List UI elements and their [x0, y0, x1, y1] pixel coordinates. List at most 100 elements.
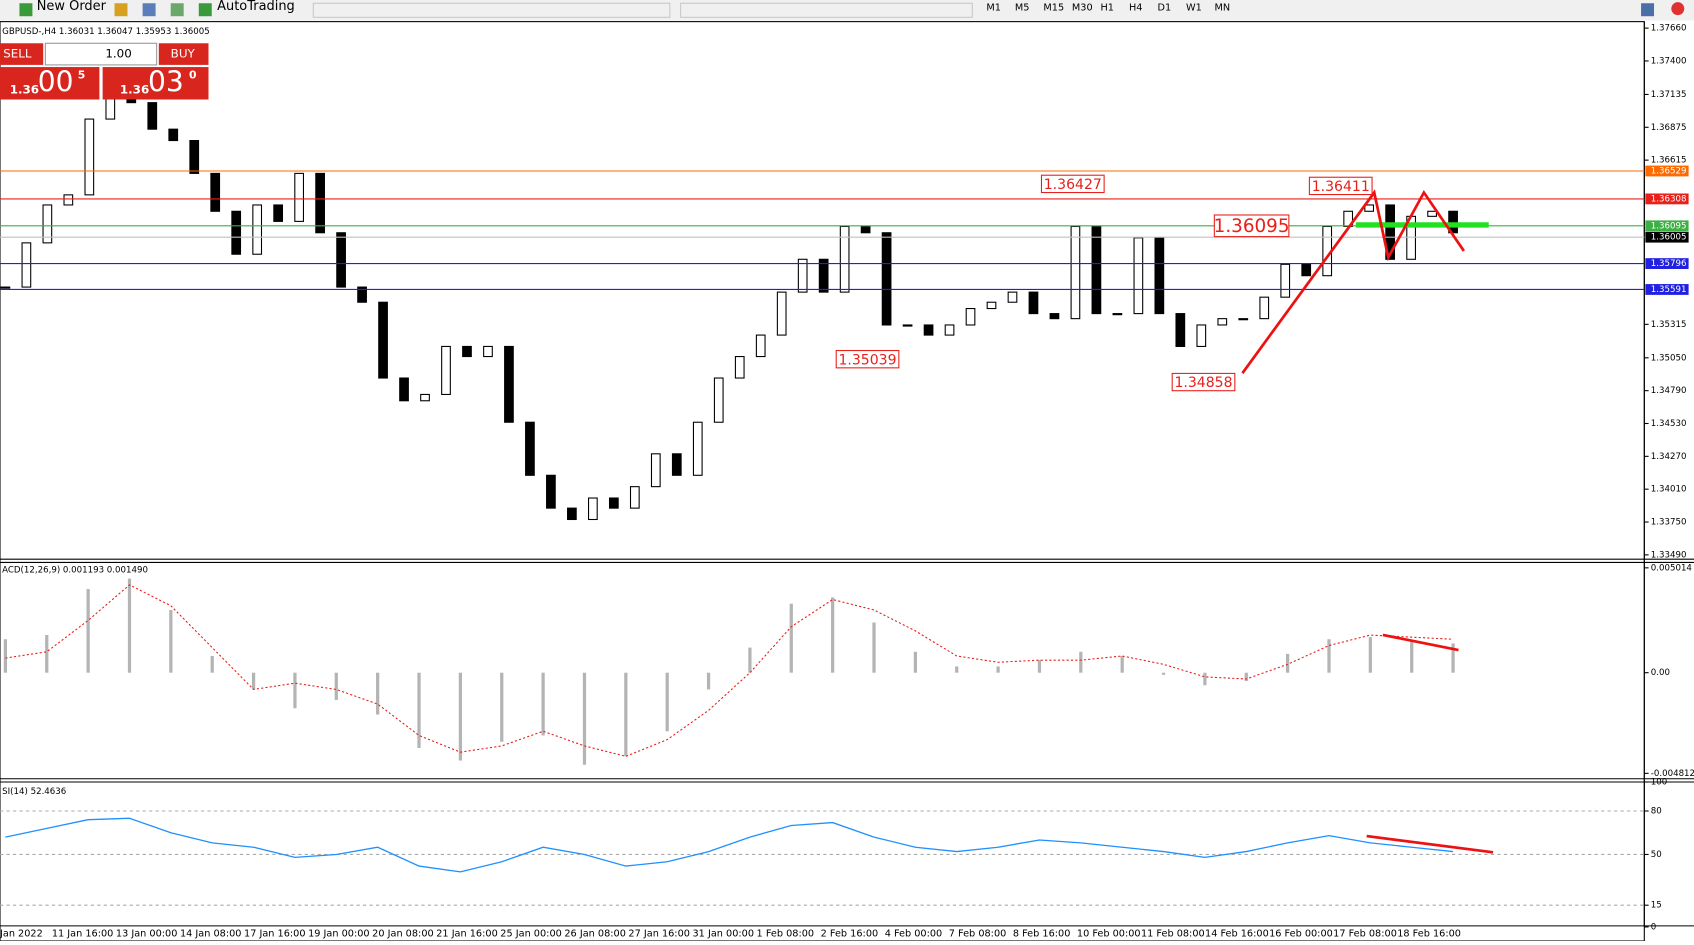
macd-bar: [582, 672, 587, 765]
buy-label[interactable]: BUY: [171, 47, 196, 61]
level-label: 1.35796: [1651, 259, 1687, 269]
macd-bar: [665, 672, 669, 732]
macd-bar: [376, 672, 380, 715]
timeframe-button[interactable]: W1: [1186, 3, 1202, 14]
time-label: 14 Jan 08:00: [180, 928, 242, 939]
y-tick-label: 1.34790: [1651, 386, 1687, 396]
candle: [986, 301, 997, 310]
candle: [294, 172, 304, 222]
price-annotation: 1.36411: [1312, 179, 1370, 195]
tool-icon[interactable]: [114, 3, 128, 17]
price-annotation-box: [835, 350, 900, 369]
candle: [336, 232, 346, 288]
macd-bar: [624, 672, 628, 757]
macd-bar: [872, 622, 876, 673]
new-order-button[interactable]: New Order: [37, 0, 107, 14]
y-tick-label: 1.37135: [1651, 90, 1687, 100]
autotrading-button[interactable]: AutoTrading: [217, 0, 295, 14]
macd-bar: [1203, 672, 1207, 686]
alert-icon[interactable]: [1671, 2, 1685, 16]
lot-field[interactable]: [44, 42, 158, 66]
candle: [1301, 263, 1312, 277]
y-tick-label: 1.34530: [1651, 419, 1687, 429]
candle: [315, 172, 325, 234]
candle: [839, 225, 850, 293]
macd-bar: [1244, 672, 1248, 682]
price-annotation-box: [1040, 174, 1105, 194]
candle: [84, 118, 95, 196]
macd-bar: [3, 639, 8, 673]
candle: [965, 308, 976, 326]
panel-title: SI(14) 52.4636: [2, 787, 66, 797]
y-tick-label: 1.34270: [1651, 452, 1687, 462]
level-label: 1.36005: [1651, 233, 1687, 243]
candle: [608, 497, 619, 509]
macd-bar: [748, 647, 752, 673]
sell-button[interactable]: [0, 43, 44, 65]
macd-bar: [1327, 639, 1331, 673]
drawings: [1241, 189, 1494, 854]
sell-label[interactable]: SELL: [3, 47, 32, 61]
time-label: 1 Feb 08:00: [757, 928, 815, 939]
candle: [860, 225, 871, 234]
time-label: 17 Jan 16:00: [244, 928, 306, 939]
candle: [378, 301, 388, 379]
candle: [1280, 263, 1291, 298]
candle: [231, 210, 242, 255]
timeframe-button[interactable]: H4: [1129, 3, 1142, 14]
y-tick-label: 1.36615: [1651, 156, 1687, 166]
timeframe-button[interactable]: H1: [1100, 3, 1113, 14]
macd-bar: [293, 672, 297, 709]
time-label: 27 Jan 16:00: [628, 928, 690, 939]
rsi-line: [5, 817, 1454, 873]
macd-arrow: [1382, 633, 1459, 652]
candle: [1154, 237, 1165, 315]
macd-panel: ACD(12,26,9) 0.001193 0.001490 0.005014 0.…: [2, 563, 1694, 779]
tool-group: [680, 2, 973, 18]
timeframe-button[interactable]: M15: [1043, 3, 1064, 14]
level-label: 1.36308: [1651, 194, 1687, 204]
rsi-panel: SI(14) 52.4636 100 80 50 15 0: [0, 778, 1667, 932]
candle: [734, 356, 745, 379]
timeframe-bar: M1 M5 M15 M30 H1 H4 D1 W1 MN: [986, 3, 1230, 14]
time-label: 21 Jan 16:00: [436, 928, 498, 939]
candle: [63, 194, 74, 206]
tool-icon[interactable]: [170, 3, 184, 17]
candle: [1217, 318, 1228, 326]
macd-bar: [1410, 641, 1414, 673]
timeframe-button[interactable]: M1: [986, 3, 1001, 14]
timeframe-button[interactable]: D1: [1157, 3, 1171, 14]
new-order-icon[interactable]: [19, 3, 33, 17]
macd-bar: [1120, 655, 1124, 673]
timeframe-button[interactable]: M30: [1072, 3, 1093, 14]
tool-icon[interactable]: [142, 3, 156, 17]
time-label: 7 Feb 08:00: [949, 928, 1007, 939]
candle: [1196, 324, 1207, 347]
tool-group: [312, 2, 671, 18]
y-tick-label: 100: [1651, 778, 1667, 788]
y-tick-label: 0: [1651, 922, 1656, 932]
time-label: 13 Jan 00:00: [116, 928, 178, 939]
autotrading-icon[interactable]: [198, 3, 212, 17]
toolbar: [0, 0, 1694, 21]
time-label: 11 Jan 16:00: [52, 928, 114, 939]
y-tick-label: 0.00: [1651, 668, 1670, 678]
buy-button[interactable]: [158, 43, 209, 65]
candle: [776, 291, 787, 336]
ask-box[interactable]: [102, 67, 209, 100]
candle: [1070, 225, 1081, 320]
level-tag: [1645, 193, 1689, 205]
search-icon[interactable]: [1641, 3, 1655, 17]
candle: [797, 258, 808, 293]
timeframe-button[interactable]: M5: [1015, 3, 1030, 14]
macd-bar: [789, 603, 793, 673]
lot-value[interactable]: 1.00: [105, 47, 131, 61]
bid-box[interactable]: [0, 67, 100, 100]
y-tick-label: 1.35050: [1651, 353, 1687, 363]
y-tick-label: 1.34010: [1651, 485, 1687, 495]
y-tick-label: 50: [1651, 850, 1662, 860]
candle: [21, 242, 32, 288]
candle: [1238, 318, 1249, 321]
panel-title: ACD(12,26,9) 0.001193 0.001490: [2, 566, 148, 576]
timeframe-button[interactable]: MN: [1215, 3, 1231, 14]
